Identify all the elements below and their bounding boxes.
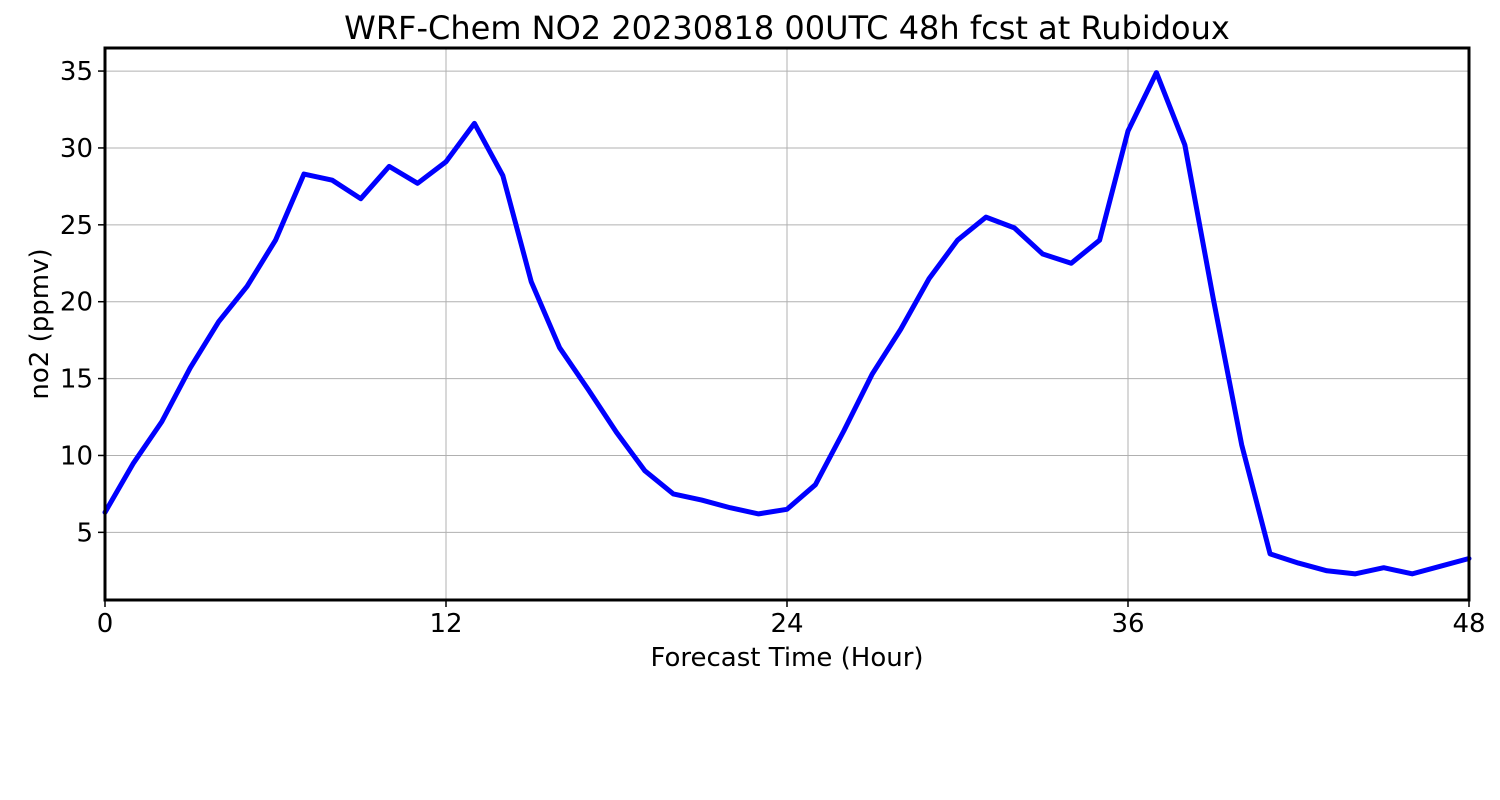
y-tick-label: 15	[60, 365, 93, 395]
x-tick-label: 0	[97, 609, 114, 639]
y-tick-label: 25	[60, 211, 93, 241]
series-layer	[102, 70, 1472, 577]
y-tick-label: 20	[60, 288, 93, 318]
y-tick-label: 10	[60, 441, 93, 471]
axis-ticks: 0 12 24 36 48 5 10 15 20 25 30 35	[60, 57, 1486, 639]
x-tick-label: 12	[429, 609, 462, 639]
x-tick-label: 36	[1111, 609, 1144, 639]
x-tick-label: 24	[770, 609, 803, 639]
no2-series-line	[102, 70, 1472, 577]
chart-title: WRF-Chem NO2 20230818 00UTC 48h fcst at …	[344, 9, 1230, 47]
grid-lines	[104, 48, 1470, 600]
y-tick-label: 35	[60, 57, 93, 87]
x-axis-label: Forecast Time (Hour)	[650, 643, 923, 673]
y-tick-label: 5	[76, 518, 93, 548]
x-tick-label: 48	[1452, 609, 1485, 639]
y-tick-label: 30	[60, 134, 93, 164]
y-axis-label: no2 (ppmv)	[25, 248, 55, 399]
